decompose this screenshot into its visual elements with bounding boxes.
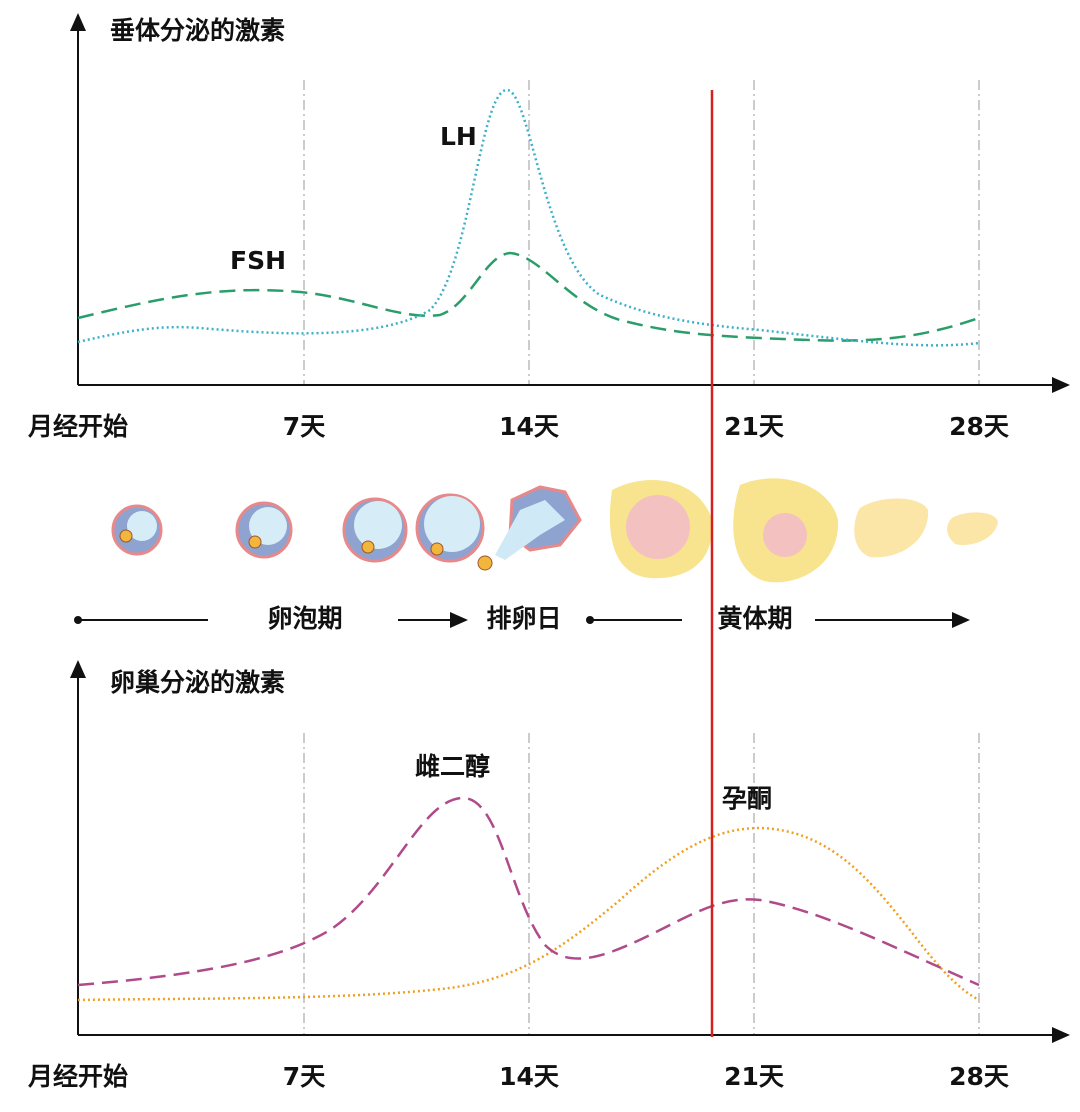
x-tick-label: 28天 — [949, 1062, 1009, 1091]
curve-label: FSH — [230, 246, 286, 275]
x-tick-label: 月经开始 — [27, 412, 128, 441]
follicle-illustrations — [111, 478, 998, 583]
x-tick-label: 7天 — [283, 412, 325, 441]
chart-title: 垂体分泌的激素 — [110, 16, 285, 45]
x-tick-label: 7天 — [283, 1062, 325, 1091]
x-tick-label: 月经开始 — [27, 1062, 128, 1091]
phase-label: 卵泡期 — [267, 604, 342, 633]
curve-label: 雌二醇 — [415, 752, 490, 781]
estradiol-curve — [77, 796, 980, 987]
x-tick-label: 21天 — [724, 1062, 784, 1091]
phase-label: 黄体期 — [717, 604, 792, 633]
x-tick-label: 28天 — [949, 412, 1009, 441]
chart-title: 卵巢分泌的激素 — [110, 668, 285, 697]
phase-label: 排卵日 — [486, 604, 561, 633]
curve-label: 孕酮 — [722, 784, 772, 813]
x-tick-label: 21天 — [724, 412, 784, 441]
phase-row: 卵泡期 排卵日 黄体期 — [74, 604, 970, 633]
progesterone-curve — [77, 826, 980, 1002]
curve-label: LH — [440, 122, 477, 151]
x-tick-label: 14天 — [499, 412, 559, 441]
fsh-curve — [77, 251, 980, 342]
x-tick-label: 14天 — [499, 1062, 559, 1091]
top-chart: 垂体分泌的激素 LH FSH 月经开始 7天 14天 21天 28天 — [27, 13, 1070, 441]
bottom-chart: 卵巢分泌的激素 雌二醇 孕酮 月经开始 7天 14天 21天 28天 — [27, 660, 1070, 1091]
